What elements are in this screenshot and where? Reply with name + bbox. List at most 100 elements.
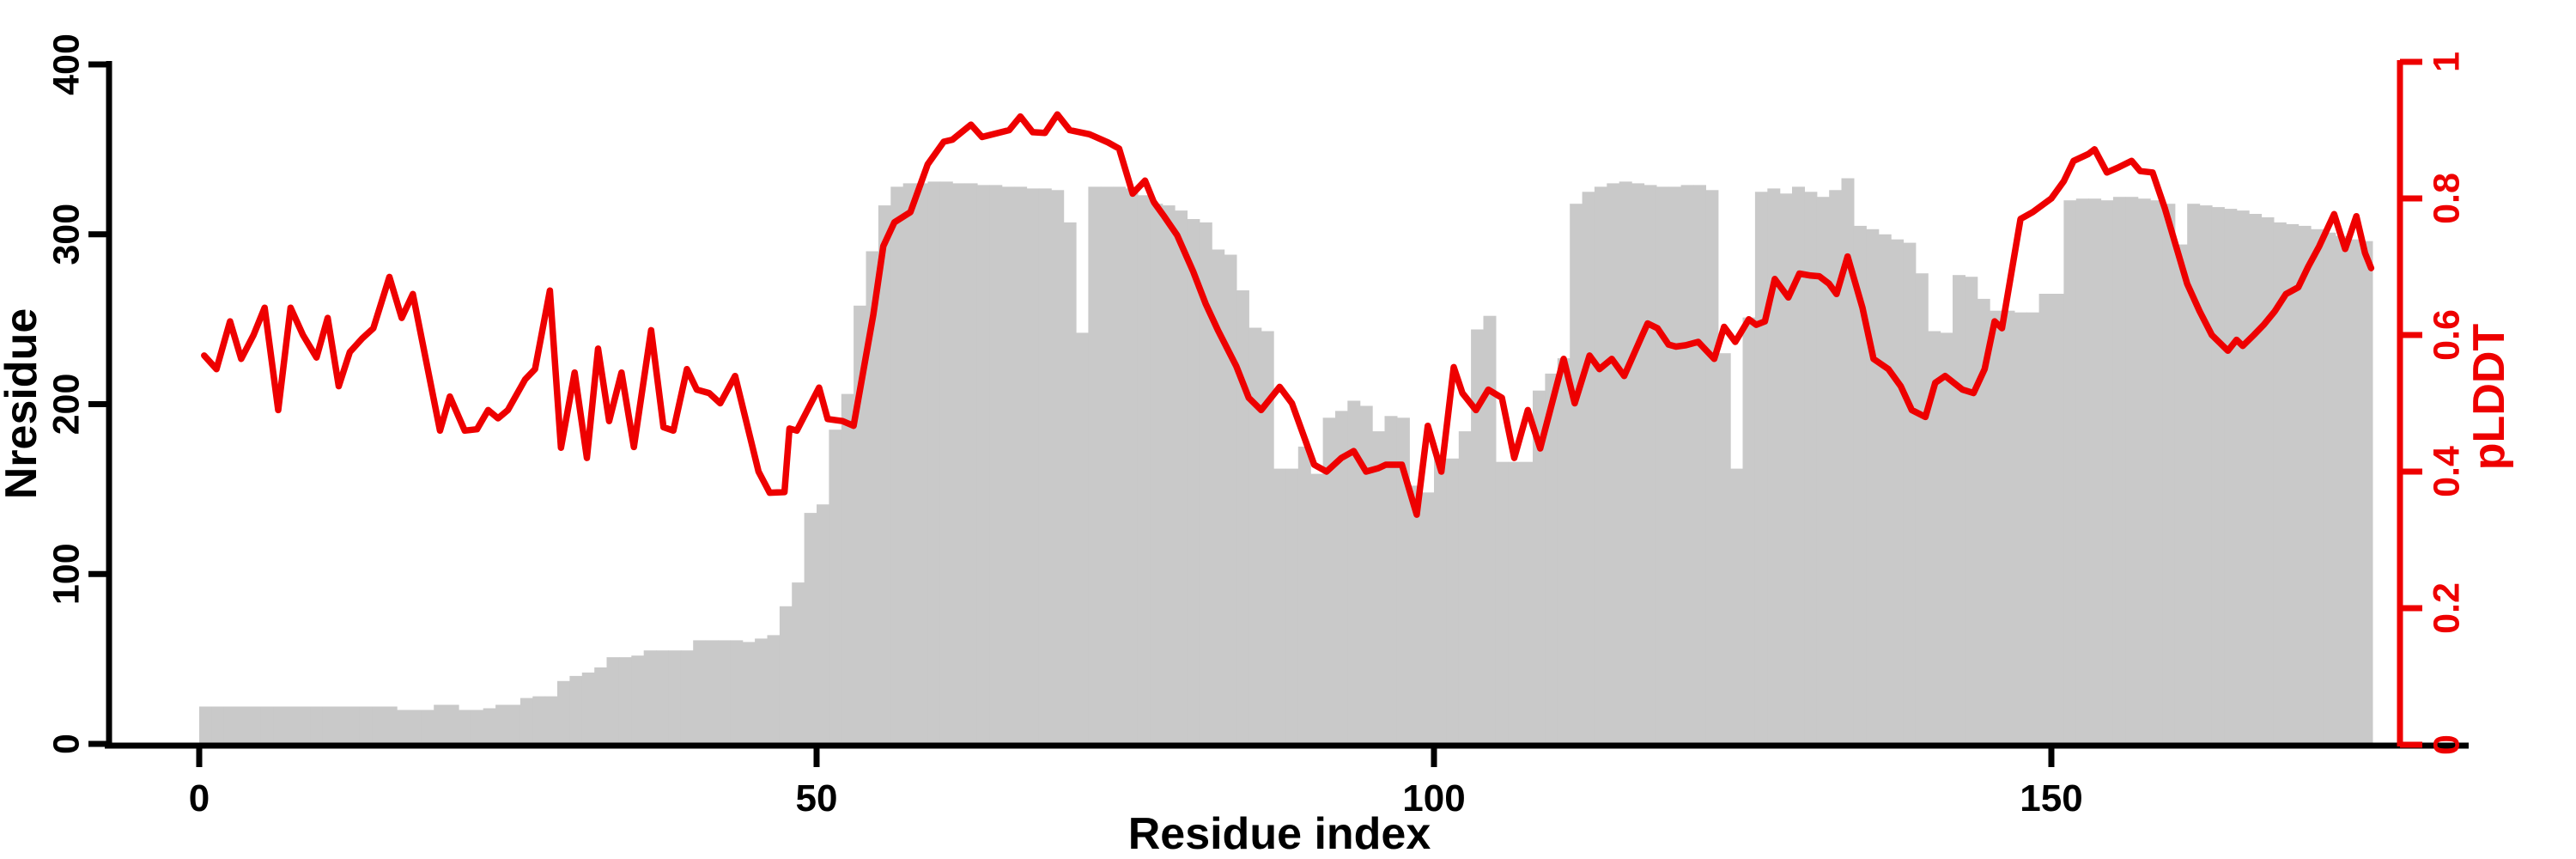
bar [1100,186,1114,746]
bar [1187,219,1200,746]
bar [890,186,904,746]
bar [742,642,756,746]
bar [544,696,558,746]
bar [730,640,744,746]
bar [1495,461,1509,746]
right-tick-label: 0.4 [2426,446,2467,497]
bar [2063,200,2077,746]
left-tick-label: 100 [46,543,87,605]
right-tick-label: 0.2 [2426,582,2467,634]
bar [2249,214,2263,746]
bar [705,640,719,746]
bar [804,513,817,746]
right-tick-label: 0.6 [2426,309,2467,361]
bar [2038,294,2052,746]
bar [446,704,459,746]
bar [236,706,250,746]
right-tick-label: 0 [2426,734,2467,755]
bar [902,183,916,746]
bar [2137,198,2151,746]
right-axis: 0 0.2 0.4 0.6 0.8 1 pLDDT [2397,52,2514,755]
bar [1520,461,1534,746]
bar [1619,181,1632,746]
bottom-tick-label: 150 [2020,777,2082,819]
bar [1458,431,1472,746]
bar [1594,186,1607,746]
bar [618,657,632,746]
bar [2075,198,2089,746]
bar [1717,353,1731,746]
right-tick-label: 1 [2426,52,2467,72]
bar [927,181,941,746]
bar [656,650,670,746]
bar [1730,468,1744,746]
bar [507,704,521,746]
bar [2100,200,2114,746]
bar [409,710,422,746]
bar [519,698,533,746]
bar [1014,186,1028,746]
bar [2211,207,2225,746]
bar [1483,315,1497,746]
bar [483,708,496,746]
bar [878,205,891,746]
bar [285,706,299,746]
bottom-tick-label: 0 [189,777,210,819]
bar [817,504,829,746]
bar [434,704,447,746]
bar [693,640,707,746]
bar [1631,183,1645,746]
bar [866,251,879,746]
bar [1829,190,1843,746]
bar [532,696,546,746]
bar [1224,254,1237,746]
bar [2261,217,2275,746]
x-axis-title: Residue index [1128,809,1431,859]
bar [1322,417,1336,746]
bar [1236,290,1249,746]
plddt-line-layer [201,111,2375,518]
bar [1570,204,1583,746]
bar [1076,332,1089,746]
bar [718,640,731,746]
nresidue-bars [199,178,2373,746]
bar [2360,241,2373,746]
bar [1705,190,1719,746]
bar [1965,277,1978,746]
bar [1816,197,1830,746]
bar [2298,225,2312,746]
bar [1125,188,1139,746]
bar [1533,390,1546,746]
bar [1384,416,1398,746]
bar [841,393,854,746]
right-tick-label: 0.8 [2426,173,2467,224]
bar [1668,186,1682,746]
bar [1915,273,1929,746]
bar [1372,431,1386,746]
bar [1643,185,1657,746]
left-axis-title: Nresidue [0,308,46,500]
bottom-tick-label: 50 [796,777,838,819]
bar [1656,186,1669,746]
bar [223,706,237,746]
bar [1792,186,1805,746]
bar [2236,210,2250,746]
bottom-axis: 0 50 100 150 Residue index [105,742,2469,859]
bar [964,183,978,746]
left-tick-label: 0 [46,734,87,754]
bar [1113,186,1127,746]
bar [335,706,349,746]
bar [248,706,262,746]
bar [2026,312,2040,746]
right-axis-title: pLDDT [2464,324,2514,471]
bottom-tick-label: 100 [1402,777,1465,819]
bar [915,183,928,746]
bar [2150,200,2163,746]
bar [643,650,657,746]
bar [1680,185,1694,746]
bar [199,706,212,746]
bar [1557,358,1571,746]
bar [1297,446,1311,746]
bar [2286,223,2300,746]
